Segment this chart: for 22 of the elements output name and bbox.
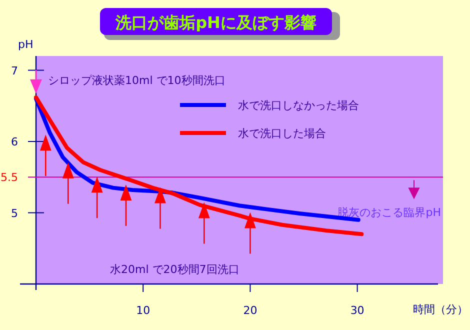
point xyxy=(62,163,74,178)
y-tick-label: 6 xyxy=(11,136,18,148)
point xyxy=(120,185,132,200)
legend-label: 水で洗口した場合 xyxy=(238,127,326,140)
point xyxy=(154,188,166,204)
point xyxy=(244,213,256,228)
legend-label: 水で洗口しなかった場合 xyxy=(238,99,359,112)
x-tick-label: 10 xyxy=(136,304,150,317)
point xyxy=(92,178,103,193)
point xyxy=(198,203,210,218)
y-axis-title: pH xyxy=(18,38,34,51)
x-tick-label: 30 xyxy=(350,304,364,317)
x-tick-label: 20 xyxy=(243,304,258,317)
chart-title: 洗口が歯垢pHに及ぼす影響 xyxy=(114,13,316,32)
annotation: 水20ml で20秒間7回洗口 xyxy=(110,263,240,276)
x-axis-title: 時間（分） xyxy=(413,303,468,316)
title: 洗口が歯垢pHに及ぼす影響 xyxy=(100,8,340,40)
y-tick-label: 7 xyxy=(11,64,18,78)
y-tick-label: 5.5 xyxy=(0,171,18,184)
annotation: シロップ液状薬10ml で10秒間洗口 xyxy=(48,74,226,87)
y-tick-label: 5 xyxy=(11,206,18,220)
point xyxy=(40,136,52,151)
